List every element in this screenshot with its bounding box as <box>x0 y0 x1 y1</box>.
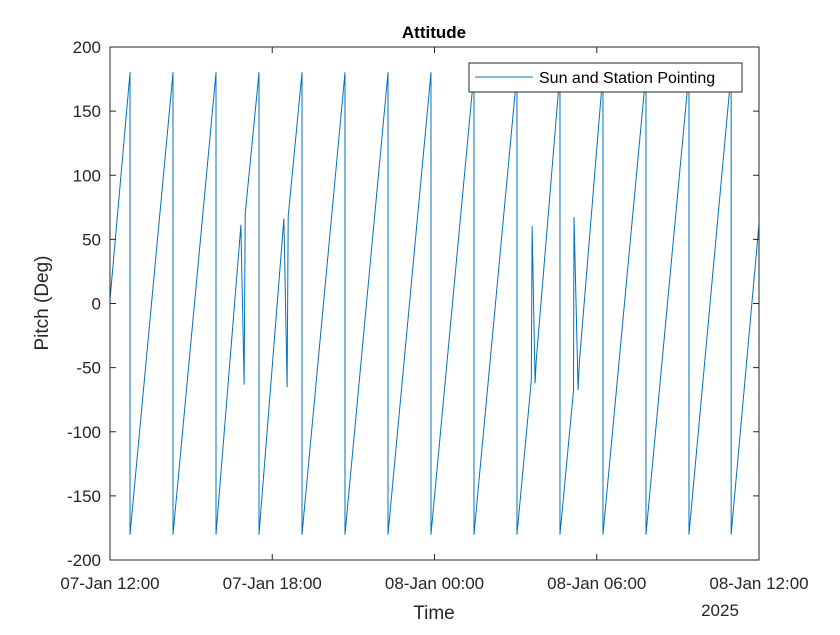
x-tick-label: 08-Jan 00:00 <box>385 574 484 593</box>
y-tick-label: 0 <box>92 295 101 314</box>
y-tick-label: 200 <box>73 38 101 57</box>
x-tick-label: 08-Jan 06:00 <box>547 574 646 593</box>
y-tick-label: 50 <box>82 230 101 249</box>
data-series-line <box>109 72 760 535</box>
x-tick-label: 07-Jan 18:00 <box>223 574 322 593</box>
x-axis-label: Time <box>413 603 455 624</box>
y-tick-label: -50 <box>76 359 101 378</box>
legend: Sun and Station Pointing <box>468 62 743 93</box>
axes <box>109 46 760 561</box>
x-tick-label: 08-Jan 12:00 <box>709 574 808 593</box>
y-tick-label: 100 <box>73 166 101 185</box>
tick-labels: 200 150 100 50 0 -50 -100 -150 -200 07-Jan 12:00 0… <box>60 38 808 593</box>
x-tick-label: 07-Jan 12:00 <box>60 574 159 593</box>
y-tick-label: -150 <box>67 487 101 506</box>
chart-title: Attitude <box>402 23 466 42</box>
x-axis-year-label: 2025 <box>701 601 739 620</box>
y-axis-label: Pitch (Deg) <box>32 255 53 350</box>
series-polyline <box>109 72 760 535</box>
y-tick-label: 150 <box>73 102 101 121</box>
legend-entry-label: Sun and Station Pointing <box>539 70 715 87</box>
y-tick-label: -200 <box>67 551 101 570</box>
y-tick-label: -100 <box>67 423 101 442</box>
